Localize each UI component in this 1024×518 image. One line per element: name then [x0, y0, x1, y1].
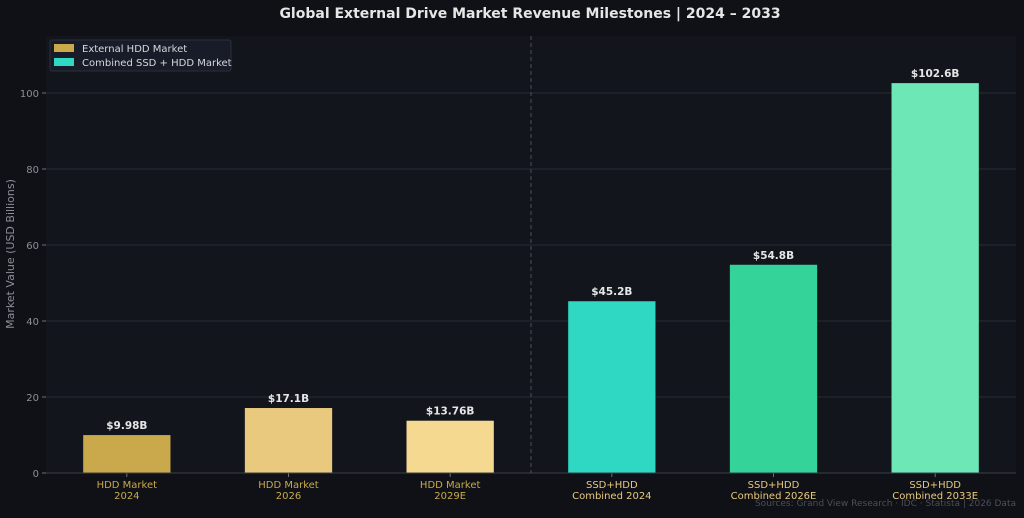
x-tick-label: HDD Market: [420, 480, 481, 491]
legend: External HDD Market Combined SSD + HDD Ma…: [49, 39, 232, 72]
bar-value-label: $54.8B: [753, 250, 794, 262]
y-tick-label: 20: [26, 393, 39, 404]
legend-box: [49, 39, 232, 72]
y-axis-label: Market Value (USD Billions): [4, 179, 17, 329]
legend-swatch: [54, 58, 74, 66]
bar-value-label: $13.76B: [426, 406, 475, 418]
x-tick-label: SSD+HDD: [909, 480, 961, 491]
y-tick-label: 40: [26, 317, 39, 328]
y-tick-label: 0: [33, 469, 39, 480]
bar-value-label: $17.1B: [268, 393, 309, 405]
x-tick-label: 2026: [276, 491, 301, 502]
source-footnote: Sources: Grand View Research · IDC · Sta…: [755, 499, 1016, 509]
bar-value-label: $9.98B: [106, 420, 147, 432]
bar-value-label: $45.2B: [591, 286, 632, 298]
x-tick-label: HDD Market: [258, 480, 319, 491]
chart-title: Global External Drive Market Revenue Mil…: [279, 6, 780, 22]
x-tick-label: 2024: [114, 491, 139, 502]
legend-label: External HDD Market: [82, 44, 187, 55]
bar: [729, 264, 818, 473]
bar: [244, 408, 333, 473]
legend-label: Combined SSD + HDD Market: [82, 58, 232, 69]
bar: [568, 301, 656, 473]
bar-value-label: $102.6B: [911, 68, 960, 80]
x-tick-label: HDD Market: [97, 480, 158, 491]
y-tick-label: 60: [26, 241, 39, 252]
legend-swatch: [54, 44, 74, 52]
bar: [406, 420, 494, 473]
bar: [891, 83, 979, 474]
x-tick-label: SSD+HDD: [748, 480, 800, 491]
y-tick-label: 80: [26, 165, 39, 176]
y-tick-label: 100: [20, 89, 39, 100]
x-tick-label: 2029E: [434, 491, 466, 502]
x-tick-label: Combined 2033E: [892, 491, 978, 502]
x-tick-label: SSD+HDD: [586, 480, 638, 491]
bar: [83, 435, 171, 473]
x-tick-label: Combined 2026E: [731, 491, 817, 502]
x-tick-label: Combined 2024: [572, 491, 651, 502]
